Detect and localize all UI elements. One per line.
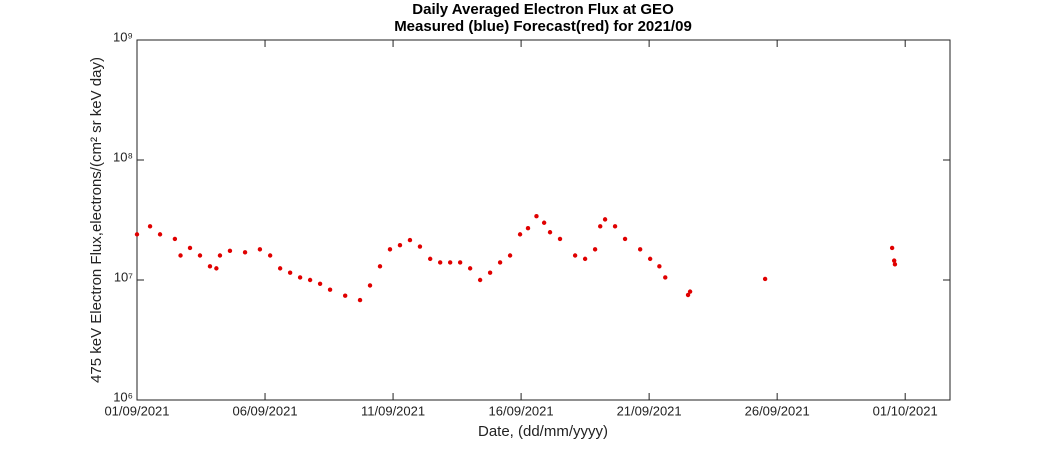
y-tick-label: 10⁷ — [114, 269, 133, 284]
data-point — [267, 253, 273, 258]
data-point — [277, 266, 283, 271]
data-point — [467, 266, 473, 271]
data-point — [687, 289, 693, 294]
data-point — [287, 270, 293, 275]
data-point — [207, 264, 213, 269]
data-point — [892, 262, 898, 267]
data-point — [197, 253, 203, 258]
x-tick-label: 01/09/2021 — [104, 403, 169, 418]
data-point — [889, 245, 895, 251]
data-point — [507, 253, 513, 258]
data-point — [257, 247, 263, 252]
data-point — [557, 236, 563, 242]
x-tick-label: 06/09/2021 — [232, 403, 297, 418]
data-point — [427, 256, 433, 262]
data-point — [891, 258, 897, 263]
data-point — [214, 266, 219, 271]
data-point — [497, 260, 503, 265]
data-point — [598, 224, 603, 229]
x-tick-label: 21/09/2021 — [617, 403, 682, 418]
data-point — [367, 283, 373, 288]
x-tick-label: 11/09/2021 — [361, 403, 425, 418]
data-point — [317, 281, 323, 286]
data-point — [657, 264, 662, 269]
data-point — [377, 264, 383, 269]
data-point — [762, 276, 768, 282]
data-point — [663, 275, 668, 280]
data-point — [647, 256, 653, 262]
data-point — [217, 253, 223, 258]
data-point — [572, 253, 578, 258]
data-point — [592, 247, 598, 252]
data-point — [134, 232, 140, 237]
data-point — [327, 287, 333, 292]
data-point — [157, 232, 163, 237]
y-tick-label: 10⁹ — [113, 29, 133, 44]
data-point — [417, 244, 423, 249]
y-tick-label: 10⁶ — [113, 389, 133, 404]
x-tick-label: 01/10/2021 — [873, 403, 938, 418]
data-point — [227, 248, 233, 254]
data-point — [525, 226, 531, 231]
data-point — [242, 250, 248, 255]
chart-subtitle: Measured (blue) Forecast(red) for 2021/0… — [394, 18, 692, 35]
x-tick-label: 16/09/2021 — [489, 403, 554, 418]
data-point — [178, 253, 183, 258]
data-point — [541, 220, 547, 225]
data-point — [487, 270, 493, 275]
data-point — [387, 247, 393, 252]
data-point — [297, 275, 303, 280]
data-point — [477, 277, 483, 283]
data-point — [437, 260, 443, 265]
data-point — [187, 245, 193, 251]
data-point — [622, 236, 628, 242]
data-point — [517, 232, 523, 237]
data-point — [357, 297, 363, 303]
chart-title: Daily Averaged Electron Flux at GEO — [412, 1, 674, 18]
data-point — [637, 247, 643, 252]
data-point — [407, 237, 413, 243]
x-axis-label: Date, (dd/mm/yyyy) — [478, 423, 608, 440]
data-point — [172, 236, 178, 242]
data-point — [457, 260, 463, 265]
x-tick-label: 26/09/2021 — [745, 403, 810, 418]
data-point — [147, 224, 153, 229]
data-point — [342, 293, 348, 298]
data-point — [547, 230, 553, 235]
data-point — [612, 224, 618, 229]
data-point — [447, 260, 453, 265]
data-point — [397, 242, 403, 248]
data-point — [582, 256, 588, 262]
data-point — [685, 292, 691, 298]
data-point — [534, 214, 539, 219]
plot-frame — [136, 39, 951, 401]
y-axis-label: 475 keV Electron Flux,electrons/(cm² sr … — [88, 57, 105, 383]
data-point — [602, 217, 608, 222]
data-point — [307, 277, 313, 283]
y-tick-label: 10⁸ — [113, 149, 133, 164]
